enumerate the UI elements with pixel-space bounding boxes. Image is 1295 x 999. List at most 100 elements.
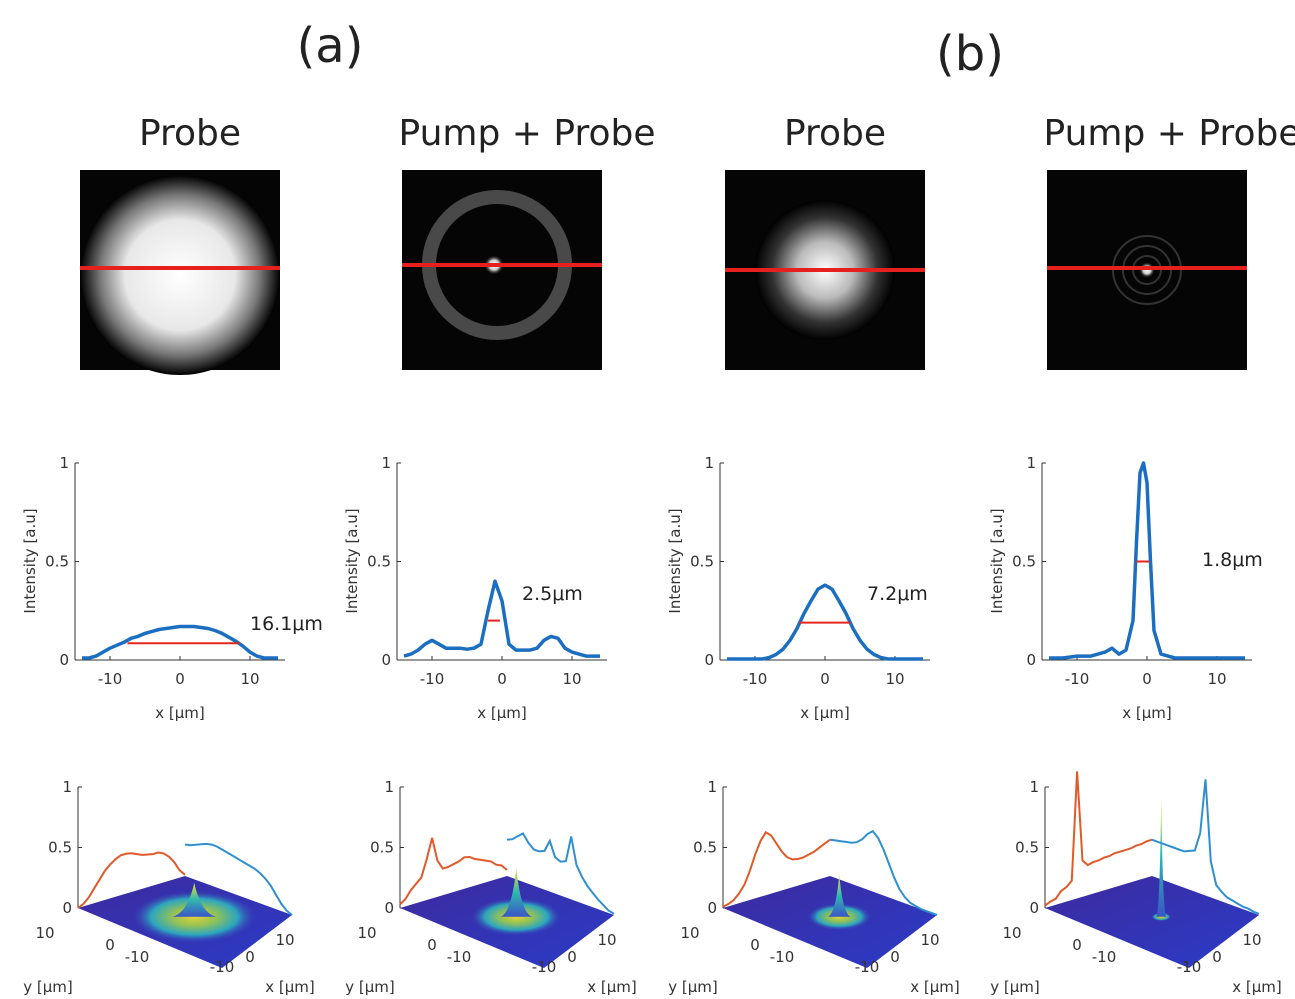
y-axis-label: Intensity [a.u] xyxy=(988,508,1006,613)
x-tick-label: 0 xyxy=(245,948,255,966)
x-tick-label: -10 xyxy=(98,670,123,688)
y-tick-label: 0 xyxy=(1072,936,1082,954)
z-tick-label: 0 xyxy=(62,899,72,917)
y-axis-label: y [μm] xyxy=(345,978,395,996)
y-profile xyxy=(399,837,508,906)
x-tick-label: 10 xyxy=(920,931,939,949)
y-tick-label: 10 xyxy=(35,924,54,942)
line-series xyxy=(727,583,923,661)
y-axis-label: y [μm] xyxy=(668,978,718,996)
x-axis-label: x [μm] xyxy=(477,704,527,722)
y-axis-label: Intensity [a.u] xyxy=(21,508,39,613)
y-axis-label: Intensity [a.u] xyxy=(343,508,361,613)
x-tick-label: 10 xyxy=(562,670,581,688)
column-title: Probe xyxy=(139,113,241,154)
y-tick-label: 10 xyxy=(680,924,699,942)
z-tick-label: 0 xyxy=(707,899,717,917)
y-profile xyxy=(1044,771,1153,907)
x-tick-label: -10 xyxy=(855,958,880,976)
y-tick-label: 0.5 xyxy=(367,553,391,571)
surface-peak xyxy=(828,874,851,917)
y-tick-label: 10 xyxy=(357,924,376,942)
z-tick-label: 0.5 xyxy=(48,839,72,857)
x-axis-label: x [μm] xyxy=(155,704,205,722)
y-tick-label: 0 xyxy=(105,936,115,954)
y-tick-label: 0.5 xyxy=(1012,553,1036,571)
y-tick-label: -10 xyxy=(125,948,150,966)
x-tick-label: 0 xyxy=(567,948,577,966)
y-tick-label: -10 xyxy=(770,948,795,966)
x-profile xyxy=(184,842,293,916)
x-profile xyxy=(506,832,615,915)
x-axis-label: x [μm] xyxy=(587,978,637,996)
x-tick-label: 10 xyxy=(1207,670,1226,688)
panel-label: (a) xyxy=(297,18,364,74)
x-tick-label: -10 xyxy=(420,670,445,688)
x-tick-label: -10 xyxy=(210,958,235,976)
y-tick-label: 10 xyxy=(1002,924,1021,942)
z-tick-label: 0.5 xyxy=(370,839,394,857)
line-series xyxy=(1049,461,1245,660)
x-axis-label: x [μm] xyxy=(1232,978,1282,996)
x-tick-label: 0 xyxy=(890,948,900,966)
y-tick-label: 1 xyxy=(1026,454,1036,472)
y-tick-label: 0 xyxy=(427,936,437,954)
y-profile xyxy=(77,851,186,909)
y-tick-label: 0.5 xyxy=(45,553,69,571)
z-tick-label: 0 xyxy=(384,899,394,917)
x-tick-label: -10 xyxy=(743,670,768,688)
x-tick-label: 10 xyxy=(597,931,616,949)
x-tick-label: 10 xyxy=(240,670,259,688)
y-tick-label: -10 xyxy=(447,948,472,966)
x-tick-label: -10 xyxy=(1177,958,1202,976)
z-tick-label: 1 xyxy=(384,778,394,796)
fwhm-annotation: 1.8μm xyxy=(1202,549,1263,571)
y-tick-label: 0 xyxy=(59,651,69,669)
panel-label: (b) xyxy=(936,26,1004,82)
y-axis-label: Intensity [a.u] xyxy=(666,508,684,613)
x-tick-label: 0 xyxy=(1212,948,1222,966)
x-tick-label: -10 xyxy=(1065,670,1090,688)
y-tick-label: 1 xyxy=(381,454,391,472)
x-tick-label: 0 xyxy=(820,670,830,688)
line-series xyxy=(403,579,600,658)
z-tick-label: 0.5 xyxy=(1015,839,1039,857)
x-tick-label: -10 xyxy=(532,958,557,976)
y-tick-label: 1 xyxy=(59,454,69,472)
surface-peak xyxy=(1156,795,1167,917)
z-tick-label: 1 xyxy=(1029,778,1039,796)
y-tick-label: 0 xyxy=(1026,651,1036,669)
y-tick-label: 1 xyxy=(704,454,714,472)
x-tick-label: 10 xyxy=(1242,931,1261,949)
x-axis-label: x [μm] xyxy=(800,704,850,722)
surface-peak xyxy=(500,868,532,917)
x-tick-label: 0 xyxy=(175,670,185,688)
z-tick-label: 0 xyxy=(1029,899,1039,917)
x-tick-label: 10 xyxy=(275,931,294,949)
y-axis-label: y [μm] xyxy=(990,978,1040,996)
y-profile xyxy=(722,830,831,908)
x-tick-label: 10 xyxy=(885,670,904,688)
surface-floor xyxy=(1045,876,1259,968)
x-tick-label: 0 xyxy=(497,670,507,688)
z-tick-label: 0.5 xyxy=(693,839,717,857)
x-axis-label: x [μm] xyxy=(910,978,960,996)
column-title: Probe xyxy=(784,113,886,154)
surface-peak xyxy=(172,882,216,917)
y-tick-label: 0 xyxy=(381,651,391,669)
fwhm-annotation: 2.5μm xyxy=(522,583,583,605)
fwhm-annotation: 16.1μm xyxy=(250,613,323,635)
x-axis-label: x [μm] xyxy=(265,978,315,996)
y-tick-label: 0.5 xyxy=(690,553,714,571)
x-axis-label: x [μm] xyxy=(1122,704,1172,722)
fwhm-annotation: 7.2μm xyxy=(867,583,928,605)
beam-spot xyxy=(80,175,280,375)
y-axis-label: y [μm] xyxy=(23,978,73,996)
x-tick-label: 0 xyxy=(1142,670,1152,688)
column-title: Pump + Probe xyxy=(1044,113,1295,154)
x-profile xyxy=(1151,779,1260,915)
y-tick-label: -10 xyxy=(1092,948,1117,966)
z-tick-label: 1 xyxy=(707,778,717,796)
z-tick-label: 1 xyxy=(62,778,72,796)
